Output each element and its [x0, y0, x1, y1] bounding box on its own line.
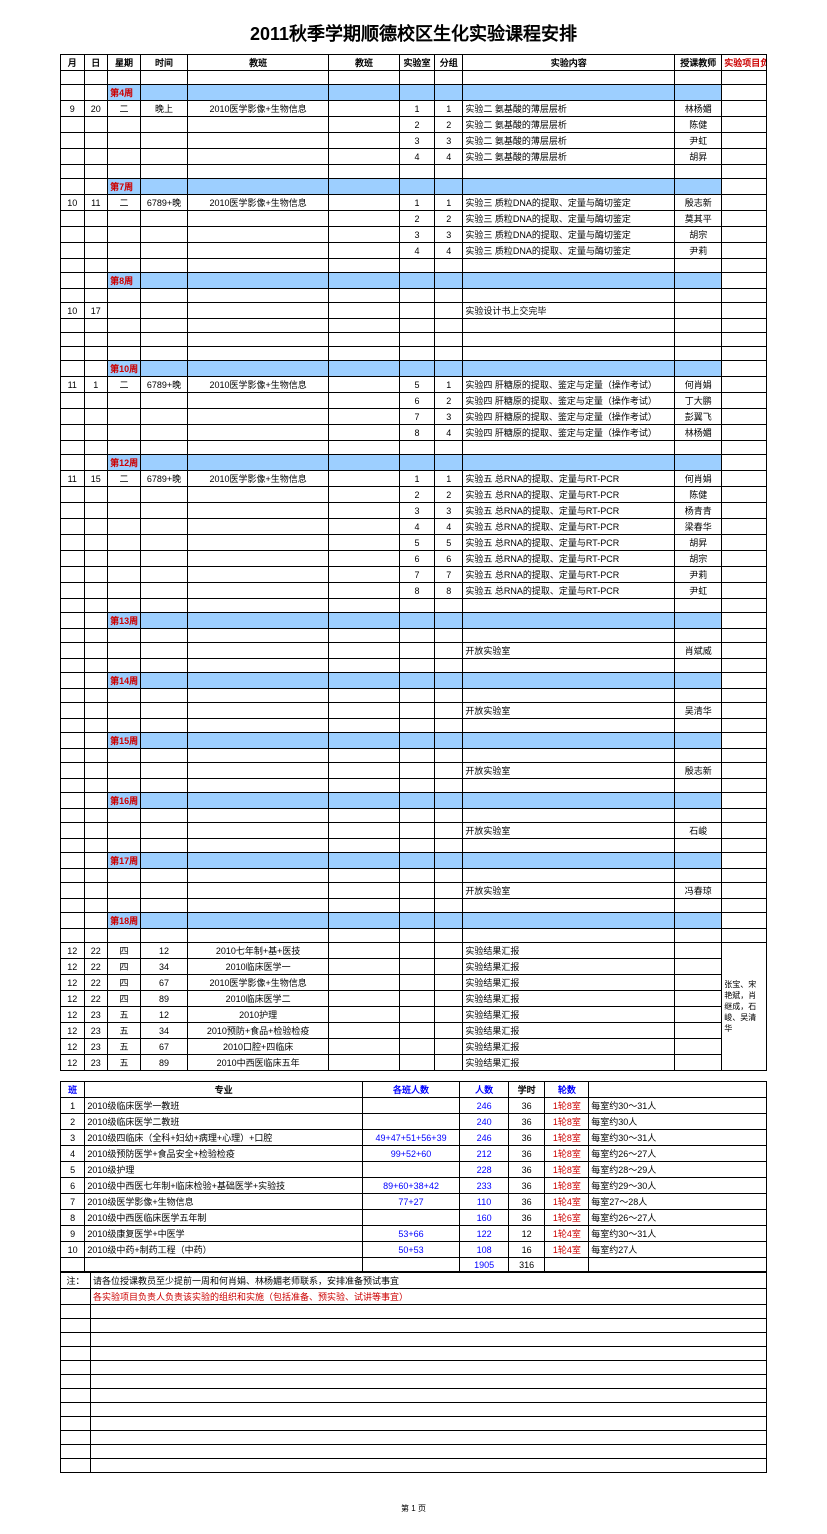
class-summary-table: 班 专业 各班人数 人数 学时 轮数 12010级临床医学一教班246361轮8… — [60, 1081, 767, 1272]
page-number: 第 1 页 — [60, 1503, 767, 1514]
schedule-table: 月日星期 时间教班教班 实验室分组实验内容 授课教师实验项目负责人 第4周920… — [60, 54, 767, 1071]
page-title: 2011秋季学期顺德校区生化实验课程安排 — [60, 20, 767, 46]
notes-table: 注：请各位授课教员至少提前一周和何肖娟、林杨媚老师联系，安排准备预试事宜 各实验… — [60, 1272, 767, 1473]
header-row: 月日星期 时间教班教班 实验室分组实验内容 授课教师实验项目负责人 — [61, 55, 767, 71]
